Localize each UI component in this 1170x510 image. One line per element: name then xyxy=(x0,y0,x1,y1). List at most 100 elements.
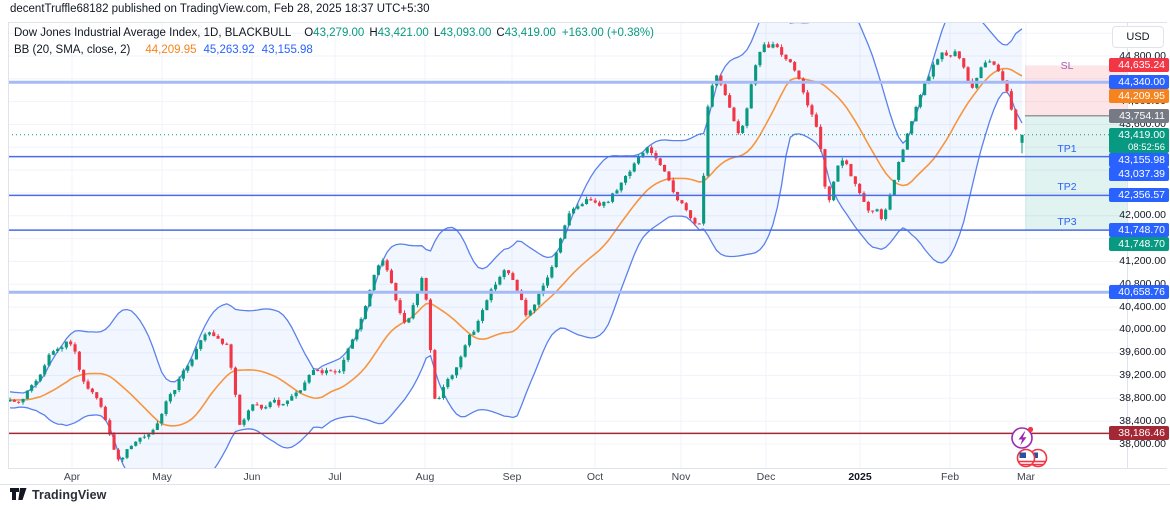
tradingview-logo[interactable]: TradingView xyxy=(10,488,107,502)
candle xyxy=(554,252,558,267)
candle xyxy=(589,199,593,201)
candle xyxy=(719,75,723,85)
candle xyxy=(905,133,909,150)
candle xyxy=(611,193,615,202)
candle xyxy=(333,371,337,373)
candle xyxy=(849,164,853,177)
candle xyxy=(363,306,367,319)
candle xyxy=(788,59,792,63)
candle xyxy=(797,70,801,79)
candle xyxy=(160,413,164,424)
candle xyxy=(402,313,406,323)
candle xyxy=(1014,109,1018,130)
candle xyxy=(728,95,732,108)
candle xyxy=(936,59,940,65)
candle xyxy=(294,392,298,397)
candle xyxy=(832,181,836,201)
candle xyxy=(407,318,411,323)
candle xyxy=(411,305,415,319)
currency-toggle-button[interactable]: USD xyxy=(1112,26,1164,48)
candle xyxy=(576,206,580,209)
us-flag-event-icon[interactable] xyxy=(1016,448,1048,468)
candle xyxy=(77,351,81,370)
pane-border xyxy=(0,22,1170,485)
candle xyxy=(389,270,393,284)
candle xyxy=(173,390,177,395)
candle xyxy=(693,218,697,224)
candle xyxy=(697,223,701,225)
candle xyxy=(511,273,515,280)
candle xyxy=(259,404,263,409)
candle xyxy=(806,92,810,106)
candle xyxy=(515,279,519,291)
candle xyxy=(134,441,138,446)
candle xyxy=(86,381,90,389)
candle xyxy=(316,370,320,371)
candle xyxy=(268,402,272,407)
candle xyxy=(741,125,745,133)
candle xyxy=(476,320,480,332)
candle xyxy=(64,341,68,348)
candle xyxy=(125,449,129,458)
candle xyxy=(34,380,38,385)
candle xyxy=(38,374,42,381)
candle xyxy=(775,44,779,48)
candle xyxy=(580,204,584,207)
candle xyxy=(229,344,233,368)
candle xyxy=(524,299,528,316)
candle xyxy=(992,61,996,65)
price-level-lines[interactable] xyxy=(8,80,1128,435)
candle xyxy=(376,265,380,275)
candle xyxy=(563,225,567,239)
candle xyxy=(658,158,662,166)
candle xyxy=(962,58,966,68)
bb-fill xyxy=(10,22,1022,468)
candle xyxy=(758,51,762,66)
candle xyxy=(17,401,21,403)
position-tool-zones[interactable] xyxy=(1025,65,1128,231)
candle xyxy=(168,394,172,402)
candle xyxy=(602,201,606,206)
candle xyxy=(706,106,710,176)
candle xyxy=(537,294,541,305)
candle xyxy=(459,356,463,368)
candle xyxy=(884,209,888,219)
candle xyxy=(858,183,862,194)
candle xyxy=(550,267,554,278)
candle xyxy=(910,121,914,134)
candle xyxy=(654,153,658,159)
candle xyxy=(147,434,151,437)
candle xyxy=(780,47,784,55)
tradingview-mark-icon xyxy=(10,488,27,500)
candle xyxy=(684,203,688,211)
candle xyxy=(793,62,797,71)
candle xyxy=(901,149,905,162)
candle xyxy=(415,292,419,306)
candle xyxy=(142,436,146,438)
candle xyxy=(853,176,857,184)
candle xyxy=(437,398,441,399)
candle xyxy=(996,64,1000,72)
candle xyxy=(840,160,844,166)
lightning-event-icon[interactable] xyxy=(1011,426,1034,449)
candle xyxy=(12,399,16,402)
candle xyxy=(823,149,827,187)
candle xyxy=(732,107,736,122)
candle xyxy=(923,82,927,96)
candle xyxy=(489,289,493,301)
candle xyxy=(99,398,103,407)
candle xyxy=(914,107,918,122)
candle xyxy=(1009,91,1013,110)
candle xyxy=(164,401,168,414)
bb-basis-line xyxy=(9,67,1023,427)
take-profit-zone xyxy=(1025,115,1128,231)
candle xyxy=(845,160,849,165)
candle xyxy=(957,51,961,59)
candle xyxy=(108,420,112,435)
candle xyxy=(520,290,524,300)
candle xyxy=(593,200,597,203)
candle xyxy=(385,260,389,271)
candle xyxy=(8,399,12,402)
candle xyxy=(311,370,315,375)
